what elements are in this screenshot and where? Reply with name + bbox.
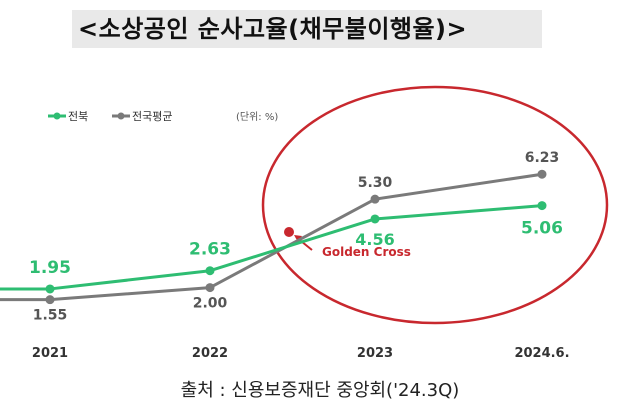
data-label-national-average: 2.00 [193, 296, 228, 312]
series-point-jeonbuk [45, 284, 55, 294]
series-point-jeonbuk [370, 214, 380, 224]
x-axis: 2021 2022 2023 2024.6. [32, 346, 570, 361]
x-tick-label: 2024.6. [514, 346, 569, 361]
golden-cross-annotation: Golden Cross [261, 85, 609, 325]
data-label-jeonbuk: 1.95 [29, 258, 71, 278]
series-lines [0, 172, 543, 302]
series-line-jeonbuk [0, 204, 543, 291]
series-point-jeonbuk [537, 201, 547, 211]
series-point-national-average [537, 169, 547, 179]
source-note: 출처 : 신용보증재단 중앙회('24.3Q) [180, 380, 460, 401]
series-markers [45, 169, 547, 305]
data-label-national-average: 6.23 [525, 150, 560, 166]
legend-marker-national-average [117, 112, 125, 120]
data-label-jeonbuk: 2.63 [189, 240, 231, 260]
legend: 전북 전국평균 (단위: %) [48, 110, 278, 123]
legend-label-national-average: 전국평균 [132, 110, 172, 123]
highlight-ellipse [261, 85, 609, 325]
chart-title: <소상공인 순사고율(채무불이행율)> [72, 10, 542, 48]
data-label-national-average: 5.30 [358, 175, 393, 191]
x-tick-label: 2021 [32, 346, 68, 361]
series-point-national-average [45, 295, 55, 305]
series-point-jeonbuk [205, 266, 215, 276]
data-labels: 1.55 2.00 5.30 6.23 1.95 2.63 4.56 5.06 [29, 150, 563, 323]
legend-marker-jeonbuk [53, 112, 61, 120]
series-point-national-average [205, 283, 215, 293]
series-line-national-average [0, 172, 543, 302]
data-label-national-average: 1.55 [33, 308, 68, 324]
data-label-jeonbuk: 5.06 [521, 219, 563, 239]
series-point-national-average [370, 194, 380, 204]
crossing-point [284, 227, 294, 237]
unit-note: (단위: %) [236, 110, 278, 123]
annotation-arrowhead [294, 235, 302, 242]
x-tick-label: 2022 [192, 346, 228, 361]
data-label-jeonbuk: 4.56 [355, 230, 394, 249]
x-tick-label: 2023 [357, 346, 393, 361]
legend-label-jeonbuk: 전북 [68, 110, 88, 123]
annotation-text: Golden Cross [322, 245, 411, 259]
